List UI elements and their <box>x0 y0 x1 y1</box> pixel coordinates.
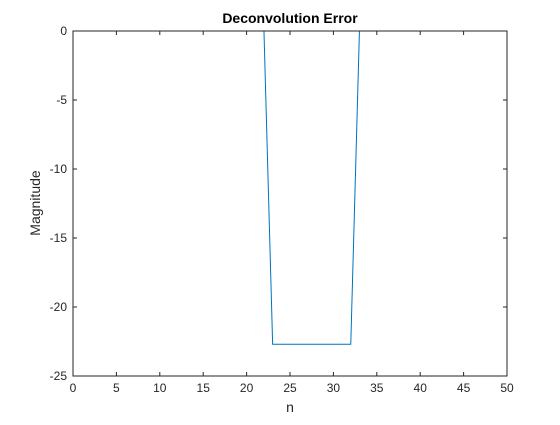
x-tick-label: 20 <box>240 381 254 395</box>
x-axis-label: n <box>286 399 294 415</box>
y-tick-label: 0 <box>60 24 67 38</box>
x-tick-label: 50 <box>500 381 514 395</box>
x-tick-label: 25 <box>283 381 297 395</box>
x-tick-label: 15 <box>197 381 211 395</box>
y-axis-label: Magnitude <box>27 170 43 236</box>
chart-title: Deconvolution Error <box>222 10 358 26</box>
x-tick-label: 30 <box>327 381 341 395</box>
plot-area <box>73 31 507 376</box>
x-tick-label: 0 <box>70 381 77 395</box>
x-tick-label: 10 <box>153 381 167 395</box>
y-tick-label: -5 <box>56 93 67 107</box>
x-tick-label: 5 <box>113 381 120 395</box>
y-tick-label: -10 <box>50 162 68 176</box>
x-tick-label: 45 <box>457 381 471 395</box>
y-tick-label: -20 <box>50 300 68 314</box>
y-tick-label: -25 <box>50 369 68 383</box>
y-tick-label: -15 <box>50 231 68 245</box>
x-tick-label: 40 <box>414 381 428 395</box>
x-tick-label: 35 <box>370 381 384 395</box>
